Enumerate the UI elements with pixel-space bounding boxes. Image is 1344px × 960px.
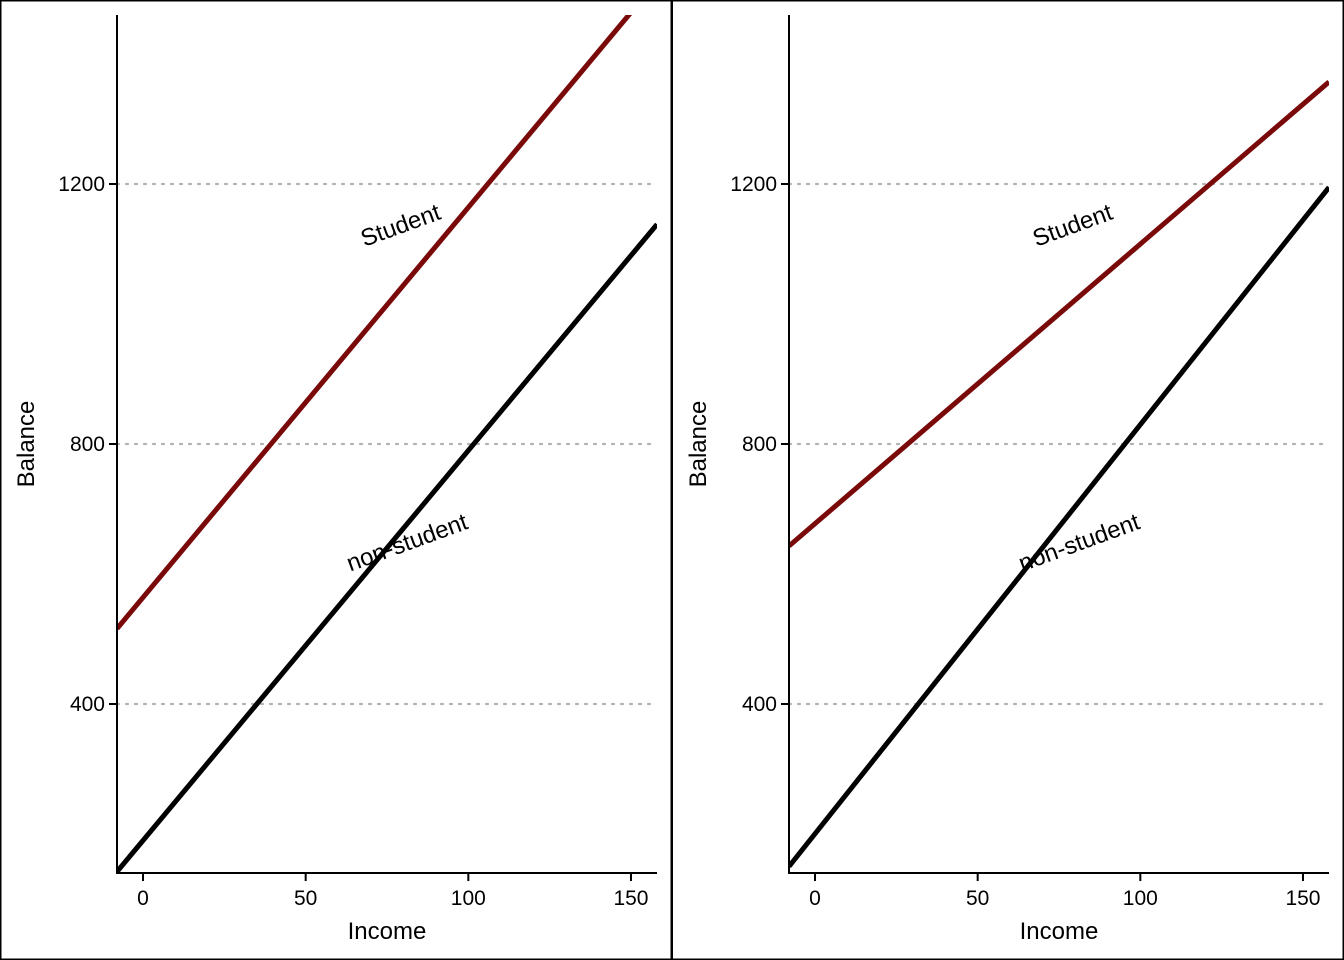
series-lines	[789, 80, 1329, 869]
y-tick-label: 400	[742, 693, 777, 716]
y-axis-title: Balance	[13, 401, 40, 488]
series-line-student	[789, 80, 1329, 548]
x-tick-label: 150	[613, 887, 648, 910]
chart-panel-1: Student non-student 400 800 1200 0 50 100 150 Inc…	[13, 15, 659, 945]
y-axis-title: Balance	[685, 401, 712, 488]
series-line-non-student	[789, 185, 1329, 869]
label-non-student: non-student	[343, 508, 472, 577]
series-line-student	[117, 15, 633, 631]
y-tick-label: 800	[70, 433, 105, 456]
x-tick-label: 0	[137, 887, 149, 910]
x-tick-label: 0	[809, 887, 821, 910]
panel-frame-right	[671, 0, 1344, 960]
label-non-student: non-student	[1015, 508, 1144, 577]
panel-frame-left	[0, 0, 673, 960]
label-student: Student	[1029, 199, 1116, 253]
label-student: Student	[357, 199, 444, 253]
x-tick-label: 100	[1123, 887, 1158, 910]
x-axis-title: Income	[348, 918, 427, 945]
y-tick-label: 400	[70, 693, 105, 716]
y-tick-label: 1200	[730, 173, 777, 196]
series-line-non-student	[117, 222, 657, 873]
x-tick-label: 100	[451, 887, 486, 910]
chart-panel-2: Student non-student 400 800 1200 0 50 100 150 Inc…	[685, 15, 1331, 945]
y-tick-label: 1200	[58, 173, 105, 196]
x-axis-title: Income	[1020, 918, 1099, 945]
series-lines	[117, 15, 657, 873]
y-tick-label: 800	[742, 433, 777, 456]
x-tick-label: 50	[966, 887, 989, 910]
x-tick-label: 50	[294, 887, 317, 910]
x-tick-label: 150	[1285, 887, 1320, 910]
